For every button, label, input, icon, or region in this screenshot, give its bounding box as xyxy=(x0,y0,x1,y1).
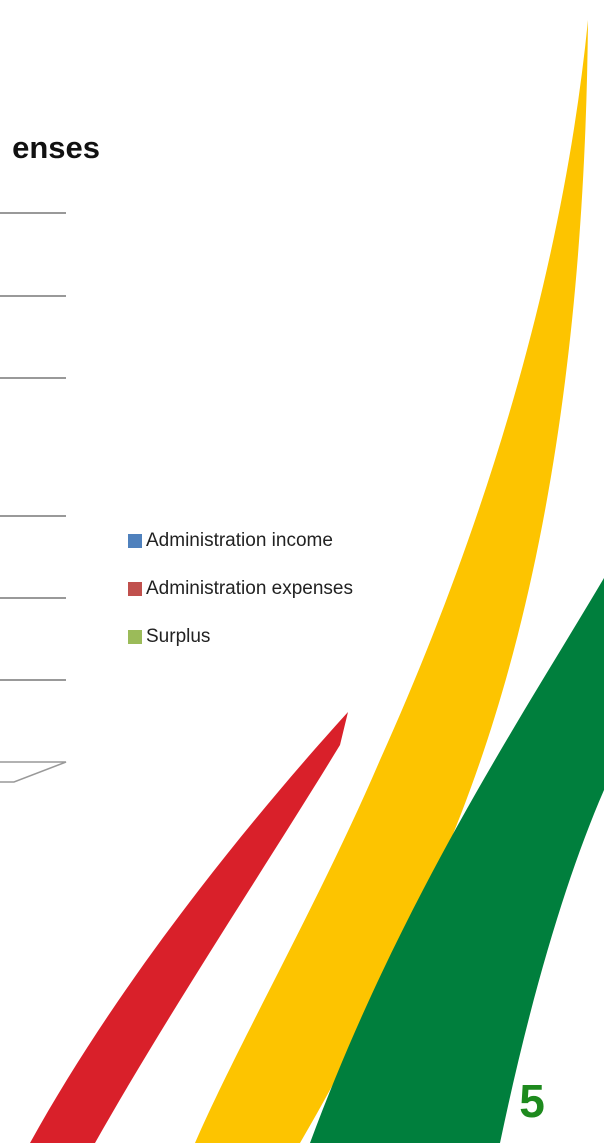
red-swoosh xyxy=(30,712,348,1143)
legend-label: Surplus xyxy=(146,626,210,647)
legend-swatch xyxy=(128,534,142,548)
grid xyxy=(0,212,66,681)
legend-label: Administration income xyxy=(146,530,333,551)
chart-floor xyxy=(0,761,67,783)
yellow-swoosh xyxy=(195,20,588,1143)
page-number: 5 xyxy=(519,1075,545,1127)
legend-label: Administration expenses xyxy=(146,578,353,599)
legend-swatch xyxy=(128,630,142,644)
chart-title: enses xyxy=(12,130,100,165)
legend-swatch xyxy=(128,582,142,596)
legend: Administration income Administration expe… xyxy=(128,530,353,647)
green-swoosh xyxy=(310,578,604,1143)
